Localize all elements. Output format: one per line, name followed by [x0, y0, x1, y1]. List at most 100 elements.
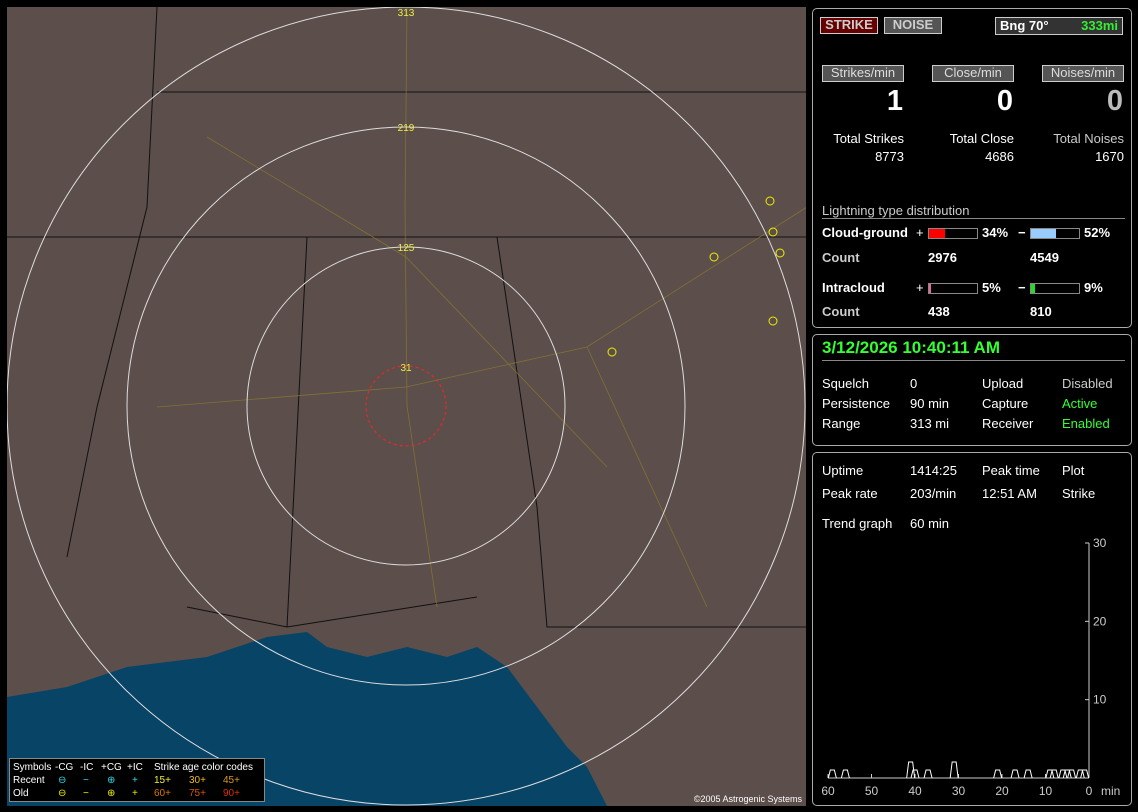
- range-value: 313 mi: [910, 416, 950, 431]
- peak-time-label: Peak time: [982, 463, 1040, 478]
- age-code: 15+: [154, 775, 171, 786]
- cg-positive-count: 2976: [928, 250, 957, 265]
- pos-ic-icon: +: [132, 788, 138, 799]
- roads: [156, 7, 806, 608]
- strike-button[interactable]: STRIKE: [820, 17, 878, 34]
- strike-map[interactable]: 31 125 219 313 ©2005 Astrogenic Systems: [7, 7, 806, 806]
- trend-point: [923, 769, 933, 779]
- trend-point: [840, 769, 850, 779]
- bearing: Bng 70°: [1000, 18, 1049, 33]
- capture-value: Active: [1062, 396, 1098, 411]
- age-code: 60+: [154, 788, 171, 799]
- age-code: 45+: [223, 775, 240, 786]
- x-tick-label: 50: [865, 784, 879, 798]
- x-tick-label: 20: [995, 784, 1009, 798]
- ic-negative-count: 810: [1030, 304, 1052, 319]
- datetime: 3/12/2026 10:40:11 AM: [822, 338, 1125, 361]
- pos-cg-icon: ⊕: [107, 775, 116, 786]
- total-close: 4686: [985, 149, 1014, 164]
- x-tick-label: 30: [952, 784, 966, 798]
- legend-recent: Recent: [13, 775, 45, 786]
- trend-point: [1023, 769, 1033, 779]
- legend-old: Old: [13, 788, 29, 799]
- range-label: 31: [400, 363, 412, 374]
- cg-negative-bar: [1030, 228, 1080, 239]
- trend-point: [1075, 769, 1085, 779]
- range-label: 313: [398, 8, 415, 19]
- trend-label: Trend graph: [822, 516, 893, 531]
- map-canvas: 31 125 219 313: [7, 7, 806, 806]
- x-unit-label: min: [1101, 784, 1120, 798]
- intracloud-label: Intracloud: [822, 280, 885, 295]
- range-label: Range: [822, 416, 861, 431]
- close-min-value: 0: [996, 85, 1013, 117]
- neg-cg-icon: ⊖: [58, 788, 67, 799]
- pos-ic-icon: +: [132, 775, 138, 786]
- trend-point: [1010, 769, 1020, 779]
- legend-header: -CG: [55, 762, 74, 773]
- noise-button[interactable]: NOISE: [884, 17, 942, 34]
- strikes-min-value: 1: [886, 85, 903, 117]
- map-legend: Symbols -CG -IC +CG +IC Strike age color…: [9, 758, 265, 802]
- plus-sign: +: [916, 225, 924, 240]
- persistence-value: 90 min: [910, 396, 950, 411]
- neg-ic-icon: −: [83, 775, 89, 786]
- trend-point: [1058, 769, 1068, 779]
- cg-negative-pct: 52%: [1084, 225, 1111, 240]
- age-code: 75+: [189, 788, 206, 799]
- upload-label: Upload: [982, 376, 1024, 391]
- uptime-value: 1414:25: [910, 463, 957, 478]
- noises-min-value: 0: [1106, 85, 1123, 117]
- bearing-display: Bng 70° 333mi: [995, 17, 1123, 35]
- noises-min-button[interactable]: Noises/min: [1042, 65, 1124, 82]
- range-label: 125: [398, 243, 415, 254]
- peak-rate-value: 203/min: [910, 486, 957, 501]
- trend-graph: 60 50 40 30 20 10 0 min 10 20 30: [821, 536, 1120, 798]
- ic-positive-bar: [928, 283, 978, 294]
- trend-point: [1045, 769, 1055, 779]
- minus-sign: −: [1018, 225, 1026, 240]
- close-min-button[interactable]: Close/min: [932, 65, 1014, 82]
- capture-label: Capture: [982, 396, 1029, 411]
- y-tick-label: 20: [1093, 614, 1107, 628]
- cg-negative-count: 4549: [1030, 250, 1059, 265]
- total-strikes-label: Total Strikes: [833, 131, 904, 146]
- plus-sign: +: [916, 280, 924, 295]
- squelch-value: 0: [910, 376, 918, 391]
- plot-value[interactable]: Strike: [1062, 486, 1096, 501]
- cg-positive-bar: [928, 228, 978, 239]
- total-close-label: Total Close: [949, 131, 1014, 146]
- status-panel: 3/12/2026 10:40:11 AM Squelch 0 Upload D…: [812, 334, 1132, 446]
- count-label: Count: [822, 304, 860, 319]
- total-noises: 1670: [1095, 149, 1124, 164]
- trend-point: [949, 761, 959, 779]
- trend-value[interactable]: 60 min: [910, 516, 950, 531]
- receiver-value: Enabled: [1062, 416, 1110, 431]
- receiver-label: Receiver: [982, 416, 1034, 431]
- age-code: 90+: [223, 788, 240, 799]
- neg-ic-icon: −: [83, 788, 89, 799]
- strikes-min-button[interactable]: Strikes/min: [822, 65, 904, 82]
- plot-label: Plot: [1062, 463, 1085, 478]
- range-rings: [7, 7, 806, 806]
- stats-panel: Uptime 1414:25 Peak time Plot Peak rate …: [812, 452, 1132, 806]
- legend-header: -IC: [80, 762, 94, 773]
- x-tick-label: 10: [1039, 784, 1053, 798]
- total-strikes: 8773: [875, 149, 904, 164]
- count-label: Count: [822, 250, 860, 265]
- distance: 333mi: [1081, 18, 1118, 33]
- age-code: 30+: [189, 775, 206, 786]
- x-tick-label: 40: [908, 784, 922, 798]
- y-tick-label: 30: [1093, 536, 1107, 550]
- legend-header: +CG: [101, 762, 122, 773]
- trend-point: [1049, 769, 1059, 779]
- persistence-label: Persistence: [822, 396, 890, 411]
- cg-positive-pct: 34%: [982, 225, 1009, 240]
- ic-negative-bar: [1030, 283, 1080, 294]
- legend-header: Symbols: [13, 762, 52, 773]
- ic-negative-pct: 9%: [1084, 280, 1103, 295]
- ic-positive-pct: 5%: [982, 280, 1001, 295]
- trend-point: [827, 769, 837, 779]
- strike-markers: [607, 196, 785, 357]
- legend-header: Strike age color codes: [154, 762, 253, 773]
